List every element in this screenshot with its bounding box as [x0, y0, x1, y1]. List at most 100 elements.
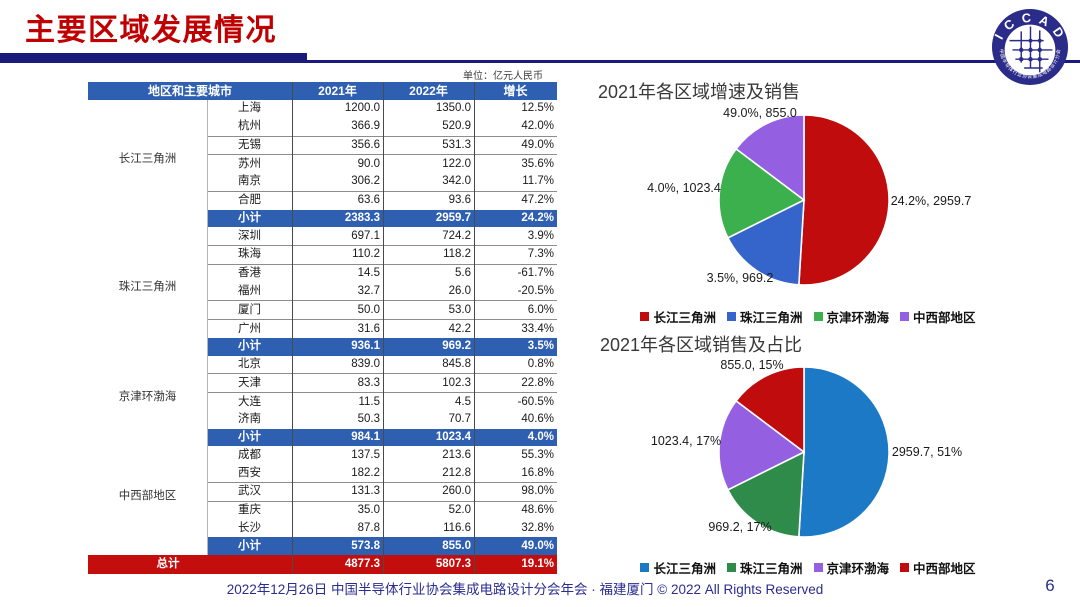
chart2-legend: 长江三角洲 珠江三角洲 京津环渤海 中西部地区 — [618, 558, 998, 577]
pie-data-label: 855.0, 15% — [720, 358, 784, 372]
city-cell: 济南 — [238, 413, 261, 426]
pie-slice-中西部地区 — [734, 366, 805, 454]
subtotal-value: 2383.3 — [292, 209, 384, 228]
chart1-title: 2021年各区域增速及销售 — [598, 82, 801, 102]
subtotal-value: 2959.7 — [383, 209, 475, 228]
region-label: 京津环渤海 — [118, 390, 177, 403]
pie-data-label: 1023.4, 17% — [650, 434, 722, 448]
table-row: 西安 182.2 212.8 16.8% — [88, 464, 558, 483]
value-cell: 697.1 — [292, 227, 384, 247]
value-cell: 50.0 — [292, 300, 384, 321]
pie-data-label: 2959.7, 51% — [891, 445, 963, 459]
value-cell: 7.3% — [474, 245, 558, 265]
city-cell: 合肥 — [238, 194, 261, 207]
city-cell: 北京 — [207, 355, 293, 375]
subtotal-label: 小计 — [207, 537, 293, 555]
subtotal-value: 969.2 — [383, 337, 475, 356]
region-label: 长江三角洲 — [118, 153, 177, 166]
value-cell: 55.3% — [521, 448, 555, 461]
chart2-title: 2021年各区域销售及占比 — [600, 335, 803, 355]
table-row: 广州 31.6 42.2 33.4% — [88, 320, 557, 338]
unit-label: 单位：亿元人民币 — [463, 71, 543, 82]
value-cell: 93.6 — [448, 194, 472, 207]
table-row: 珠海 110.2 118.2 7.3% — [88, 245, 558, 265]
table-header-row: 地区和主要城市 2021年 2022年 增长 — [88, 82, 558, 100]
legend-item: 中西部地区 — [900, 558, 976, 577]
value-cell: 11.5 — [358, 395, 381, 408]
col-header-2021: 2021年 — [292, 82, 384, 100]
value-cell: 70.7 — [448, 413, 472, 426]
city-cell: 厦门 — [207, 300, 293, 321]
table-column-divider-3 — [474, 82, 475, 574]
subtotal-value: 49.0% — [474, 537, 558, 555]
value-cell: 3.9% — [474, 227, 558, 247]
table-row: 济南 50.3 70.7 40.6% — [88, 411, 557, 429]
pie-slice-京津环渤海 — [718, 147, 806, 239]
legend-label: 中西部地区 — [913, 562, 976, 576]
logo-circuit-dots — [1018, 38, 1042, 62]
value-cell: 6.0% — [474, 300, 558, 321]
legend-label: 京津环渤海 — [826, 562, 890, 576]
value-cell: 42.0% — [474, 117, 558, 137]
value-cell: 42.2 — [448, 322, 472, 335]
region-data-table: 地区和主要城市 2021年 2022年 增长 长江三角洲 上海 1200.0 1350… — [88, 82, 558, 574]
table-row: 重庆 35.0 52.0 48.6% — [88, 501, 557, 519]
legend-swatch-icon — [640, 312, 650, 321]
city-cell: 苏州 — [238, 157, 261, 170]
subtotal-value: 3.5% — [474, 337, 558, 356]
legend-swatch-icon — [900, 312, 910, 321]
city-cell: 天津 — [207, 373, 293, 394]
value-cell: 531.3 — [383, 136, 475, 156]
table-row: 苏州 90.0 122.0 35.6% — [88, 155, 557, 173]
legend-label: 长江三角洲 — [653, 562, 716, 576]
value-cell: 5.6 — [455, 267, 472, 280]
total-row: 总计 4877.3 5807.3 19.1% — [88, 554, 558, 574]
subtotal-row: 小计 2383.3 2959.7 24.2% — [88, 209, 558, 228]
value-cell: -20.5% — [474, 282, 558, 302]
city-cell: 上海 — [238, 102, 261, 115]
value-cell: 116.6 — [443, 521, 472, 534]
subtotal-value: 24.2% — [474, 209, 558, 228]
legend-item: 中西部地区 — [900, 307, 976, 326]
legend-swatch-icon — [726, 312, 736, 321]
value-cell: 87.8 — [357, 521, 381, 534]
pie-data-label: 3.5%, 969.2 — [706, 271, 774, 285]
table-row: 天津 83.3 102.3 22.8% — [88, 373, 558, 394]
value-cell: 306.2 — [292, 173, 384, 192]
legend-item: 京津环渤海 — [813, 307, 889, 326]
city-cell: 西安 — [207, 464, 293, 483]
value-cell: 12.5% — [521, 102, 555, 115]
legend-swatch-icon — [726, 563, 736, 572]
subtotal-label: 小计 — [207, 337, 293, 356]
legend-item: 长江三角洲 — [640, 307, 716, 326]
legend-label: 珠江三角洲 — [739, 562, 803, 576]
table-row: 香港 14.5 5.6 -61.7% — [88, 264, 557, 282]
city-cell: 长沙 — [238, 521, 261, 534]
region-label: 珠江三角洲 — [118, 280, 177, 293]
col-header-growth: 增长 — [474, 82, 558, 100]
value-cell: 49.0% — [474, 136, 558, 156]
value-cell: 212.8 — [383, 464, 475, 483]
value-cell: -61.7% — [517, 267, 555, 280]
value-cell: 53.0 — [383, 300, 475, 321]
table-row: 合肥 63.6 93.6 47.2% — [88, 191, 557, 209]
pie-slice-长江三角洲 — [798, 366, 890, 538]
value-cell: 356.6 — [292, 136, 384, 156]
chart2-pie — [718, 366, 890, 538]
city-cell: 重庆 — [238, 504, 261, 517]
table-row: 杭州 366.9 520.9 42.0% — [88, 117, 558, 137]
title-underline-bar — [0, 53, 307, 63]
value-cell: 63.6 — [357, 194, 381, 207]
legend-item: 长江三角洲 — [640, 558, 716, 577]
value-cell: 839.0 — [292, 355, 384, 375]
footer-text: 2022年12月26日 中国半导体行业协会集成电路设计分会年会 · 福建厦门 ©… — [226, 582, 824, 597]
pie-data-label: 24.2%, 2959.7 — [890, 194, 972, 208]
total-value: 4877.3 — [292, 554, 384, 574]
col-header-2022: 2022年 — [383, 82, 475, 100]
table-row: 武汉 131.3 260.0 98.0% — [88, 482, 558, 502]
value-cell: 98.0% — [474, 482, 558, 502]
city-cell: 深圳 — [207, 227, 293, 247]
value-cell: 366.9 — [292, 117, 384, 137]
value-cell: 50.3 — [357, 413, 381, 426]
chart1-legend: 长江三角洲 珠江三角洲 京津环渤海 中西部地区 — [618, 307, 998, 326]
